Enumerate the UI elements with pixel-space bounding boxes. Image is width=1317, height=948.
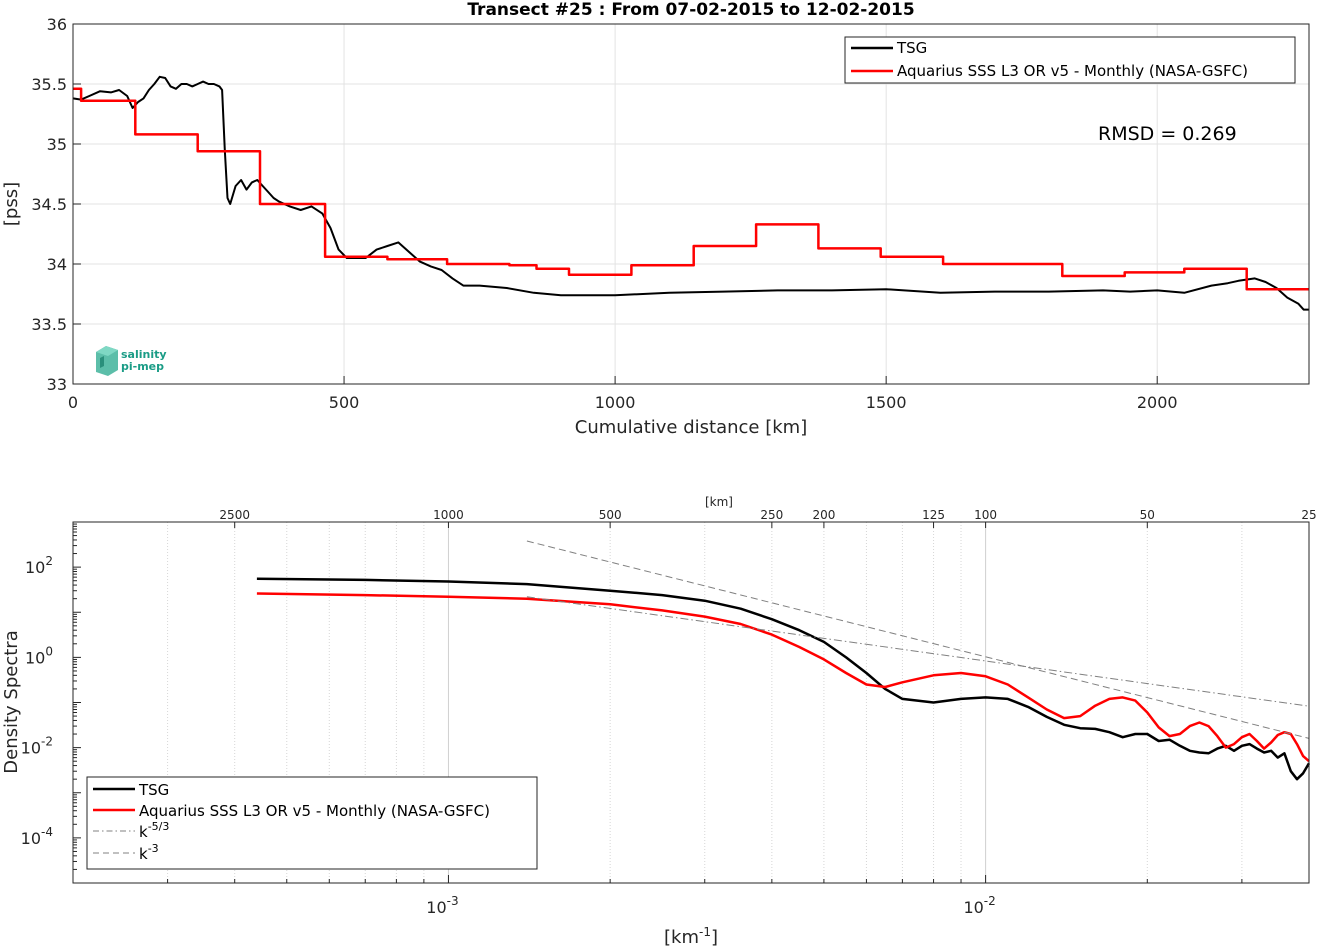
- logo-text-pi-mep: pi-mep: [121, 360, 164, 373]
- top-x-tick-label: 0: [68, 393, 78, 412]
- top-panel: Transect #25 : From 07-02-2015 to 12-02-…: [1, 0, 1310, 438]
- bottom-series-line-1: [256, 592, 1310, 763]
- bottom-series-line-3: [526, 540, 1310, 739]
- top-y-tick-label: 35.5: [31, 75, 67, 94]
- top-ticks: 0 500 1000 1500 2000 33 33.5 34 34.5 35 35.5 36: [31, 15, 1177, 412]
- top-y-axis-label: [pss]: [1, 182, 22, 226]
- bottom-y-tick-label: 10-2: [21, 735, 53, 758]
- top-x-tick-label: 1500: [866, 393, 907, 412]
- top-series: [72, 75, 1309, 311]
- top-legend: TSG Aquarius SSS L3 OR v5 - Monthly (NAS…: [844, 36, 1296, 84]
- top-km-tick-label: 200: [812, 508, 835, 522]
- top-series-line-1: [73, 87, 1309, 291]
- top-km-tick-label: 100: [974, 508, 997, 522]
- bottom-grid: [167, 522, 1243, 883]
- top-km-tick-label: 125: [922, 508, 945, 522]
- bottom-legend-label-aquarius: Aquarius SSS L3 OR v5 - Monthly (NASA-GS…: [139, 802, 490, 820]
- top-legend-box: [844, 36, 1296, 84]
- top-legend-label-tsg: TSG: [896, 39, 927, 57]
- top-y-tick-label: 34.5: [31, 195, 67, 214]
- top-x-axis-label: Cumulative distance [km]: [575, 417, 807, 438]
- bottom-series: [256, 540, 1311, 781]
- rmsd-annotation: RMSD = 0.269: [1098, 123, 1237, 145]
- top-axis-unit-label: [km]: [705, 495, 733, 509]
- top-y-tick-label: 34: [47, 255, 67, 274]
- top-km-tick-label: 1000: [433, 508, 464, 522]
- bottom-ticks: 10-3 10-2 10-4 10-2 100 102 2500 1000 500 250 200 1…: [21, 508, 1317, 917]
- top-y-tick-label: 33.5: [31, 315, 67, 334]
- top-km-tick-label: 25: [1301, 508, 1316, 522]
- top-x-tick-label: 1000: [595, 393, 636, 412]
- bottom-y-tick-label: 102: [25, 554, 53, 577]
- top-x-tick-label: 500: [329, 393, 360, 412]
- bottom-series-line-0: [256, 577, 1311, 781]
- bottom-legend-label-tsg: TSG: [138, 781, 169, 799]
- bottom-legend-box: [86, 776, 538, 870]
- bottom-legend-label-k3: k-3: [139, 842, 159, 863]
- bottom-x-tick-label: 10-2: [963, 894, 995, 917]
- logo-text-salinity: salinity: [121, 348, 167, 361]
- bottom-legend-label-k53: k-5/3: [139, 820, 169, 841]
- bottom-panel: 10-3 10-2 10-4 10-2 100 102 2500 1000 500 250 200 1…: [1, 495, 1317, 948]
- top-km-tick-label: 2500: [219, 508, 250, 522]
- top-km-tick-label: 50: [1140, 508, 1155, 522]
- top-series-line-0: [72, 75, 1309, 311]
- top-y-tick-label: 35: [47, 135, 67, 154]
- logo-cube-face-icon: [100, 356, 104, 368]
- chart-title: Transect #25 : From 07-02-2015 to 12-02-…: [467, 0, 914, 20]
- bottom-series-line-2: [526, 596, 1310, 707]
- top-km-tick-label: 250: [760, 508, 783, 522]
- top-y-tick-label: 33: [47, 375, 67, 394]
- bottom-y-tick-label: 10-4: [21, 825, 53, 848]
- bottom-x-tick-label: 10-3: [426, 894, 458, 917]
- logo-cube-top-icon: [96, 346, 118, 356]
- bottom-x-axis-label: [km-1]: [664, 925, 718, 948]
- bottom-y-tick-label: 100: [25, 644, 53, 667]
- bottom-y-axis-label: Density Spectra: [1, 630, 22, 773]
- top-y-tick-label: 36: [47, 15, 67, 34]
- top-legend-label-aquarius: Aquarius SSS L3 OR v5 - Monthly (NASA-GS…: [897, 62, 1248, 80]
- salinity-pi-mep-logo: salinity pi-mep: [96, 346, 167, 376]
- top-x-tick-label: 2000: [1137, 393, 1178, 412]
- bottom-legend: TSG Aquarius SSS L3 OR v5 - Monthly (NAS…: [86, 776, 538, 870]
- top-km-tick-label: 500: [599, 508, 622, 522]
